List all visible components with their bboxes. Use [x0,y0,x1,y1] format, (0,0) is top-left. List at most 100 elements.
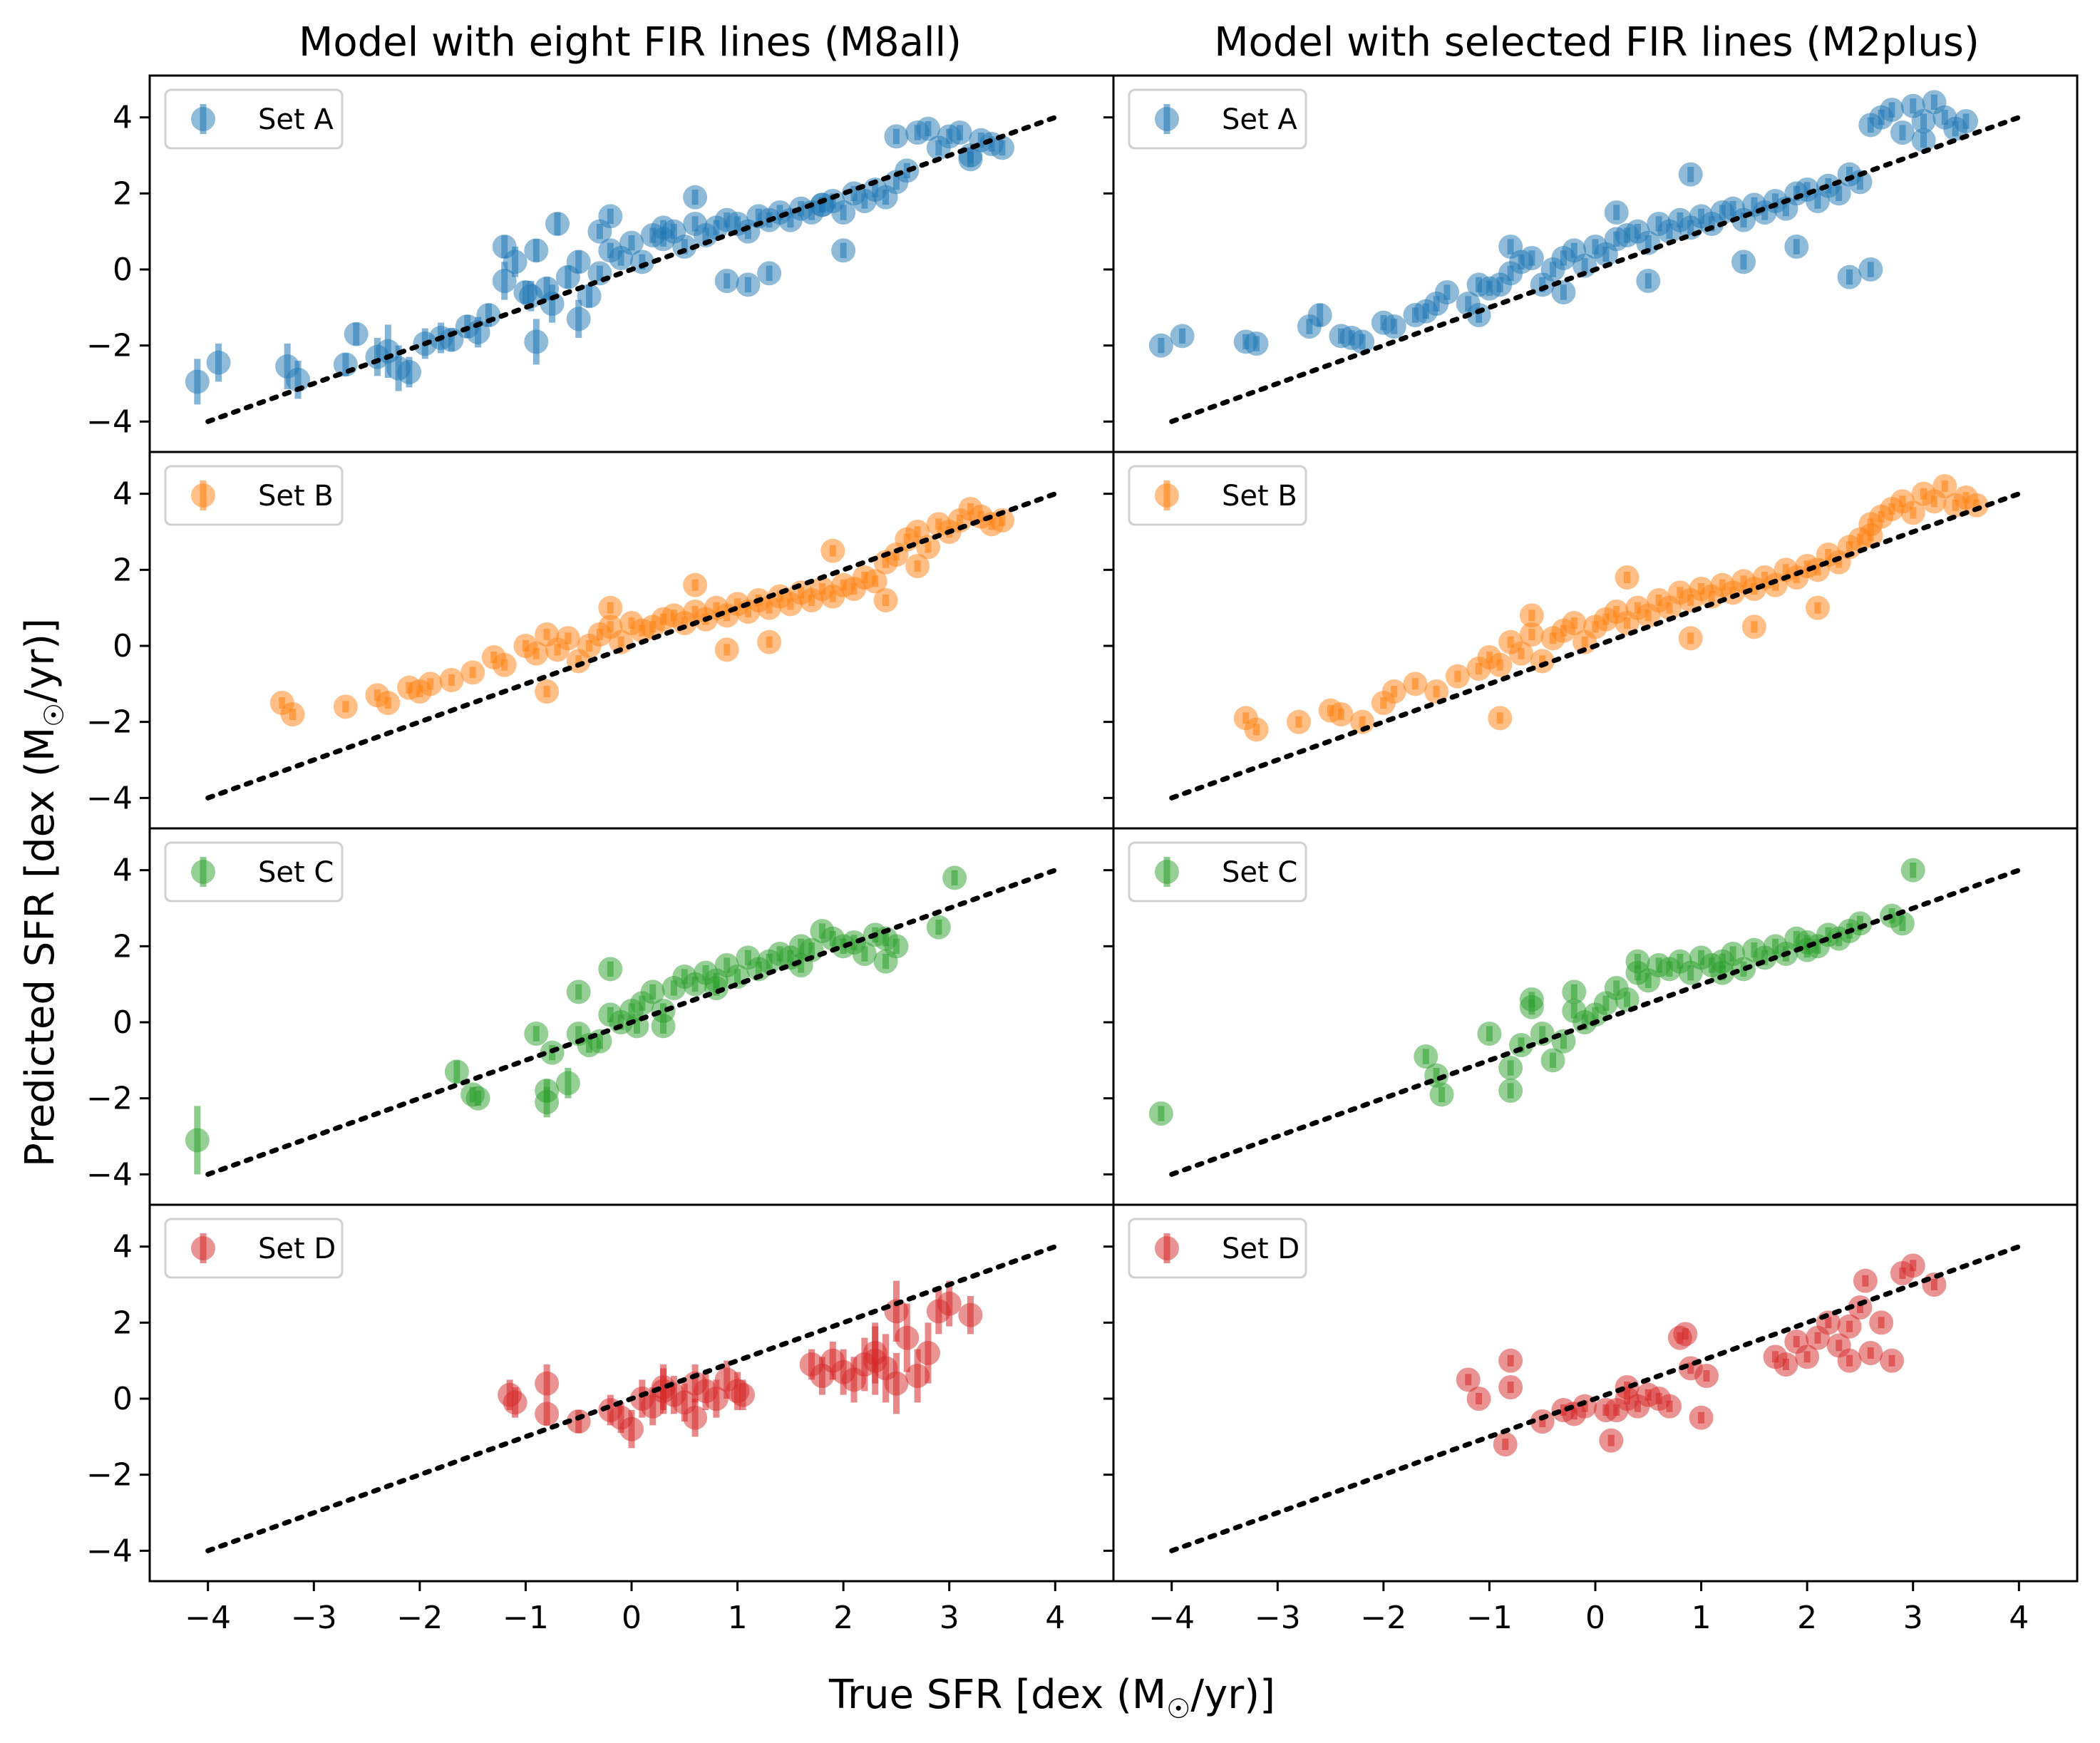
one-to-one-reference-line [1169,868,2022,1177]
data-point [926,915,951,940]
legend: Set C [164,841,344,903]
data-point [333,694,358,719]
data-point [1795,1344,1820,1369]
data-point [1307,303,1332,327]
x-tick-label: 4 [1045,1600,1065,1636]
data-point [1414,1044,1438,1069]
legend-label: Set B [1222,480,1297,513]
data-point [905,554,930,578]
data-point [714,269,739,293]
panel-4-2: Set D [1112,1203,2079,1583]
legend-label: Set D [1222,1233,1299,1265]
data-point [1466,303,1491,327]
legend-frame [1128,465,1307,526]
legend: Set A [164,88,344,150]
x-tick-label: −2 [1360,1600,1406,1636]
data-point [439,668,464,692]
one-to-one-reference-line [1169,1244,2022,1553]
data-point [1498,1375,1523,1399]
data-point [577,284,602,309]
data-point [286,367,310,392]
legend-frame [164,88,344,150]
y-tick-label: 2 [113,928,133,965]
data-point [1837,264,1862,289]
x-tick-label: 0 [1585,1600,1605,1636]
y-tick-label: 0 [113,1381,133,1417]
data-point [587,219,612,244]
data-point [831,200,856,225]
legend-frame [1128,841,1307,903]
data-point [1858,523,1883,548]
data-point [831,238,856,263]
x-axis-label-main: True SFR [dex (M [828,1672,1166,1718]
legend-label: Set C [1222,856,1297,889]
y-tick-label: −4 [86,403,133,440]
data-point [1657,1394,1682,1419]
y-tick-label: −4 [86,1156,133,1193]
legend-marker [1155,483,1179,508]
data-point [555,1071,580,1096]
data-point [566,307,591,331]
data-point [873,949,898,974]
data-point [535,1371,560,1396]
data-point [376,691,401,715]
data-point [418,672,443,696]
y-tick-label: 2 [113,1305,133,1341]
data-point [714,637,739,662]
panel-3-2: Set C [1112,827,2079,1206]
data-point [704,1387,729,1411]
data-point [1678,626,1703,651]
data-point [1880,98,1904,122]
x-tick-label: −3 [1255,1600,1301,1636]
data-point [206,350,231,375]
data-point [1615,565,1640,590]
data-point [1350,329,1375,354]
panel-4-1: Set D [148,1203,1115,1583]
legend: Set B [1128,465,1307,526]
data-point [916,116,940,141]
y-tick-label: 0 [113,628,133,664]
data-point [1551,280,1576,304]
data-point [566,1409,591,1434]
x-axis-label-sub: ☉ [1166,1693,1190,1724]
legend-frame [164,1218,344,1279]
x-tick-label: −2 [396,1600,443,1636]
data-point [1244,717,1269,742]
data-point [1519,622,1544,647]
data-point [1826,181,1851,206]
data-point [535,1090,560,1114]
legend: Set A [1128,88,1307,150]
x-tick-label: 4 [2009,1600,2029,1636]
data-point [1498,235,1523,259]
plot-area [1148,90,1978,358]
plot-area [498,1280,983,1449]
data-point [1456,1367,1481,1392]
data-point [566,980,591,1004]
data-point [1678,162,1703,187]
data-point [619,230,644,255]
x-tick-label: −4 [1148,1600,1195,1636]
data-point [1148,333,1173,358]
data-point [1837,1348,1862,1373]
data-point [492,652,517,677]
data-point [1287,709,1311,734]
data-point [1244,331,1269,356]
data-point [990,135,1014,160]
legend-label: Set D [258,1233,336,1265]
data-point [1599,1428,1624,1453]
data-point [1932,474,1957,498]
data-point [651,1014,676,1039]
data-point [1498,1079,1523,1103]
data-point [1381,679,1406,704]
legend-frame [1128,1218,1307,1279]
data-point [1731,250,1756,274]
legend-label: Set A [258,103,334,136]
y-tick-label: −2 [86,1457,133,1493]
data-point [1498,1056,1523,1080]
panels-layer: Set A Set A Set B Set B Set C Set C Set D Set D [148,74,2079,1583]
data-point [1381,314,1406,339]
data-point [524,329,549,354]
data-point [492,235,517,259]
plot-area [185,865,967,1175]
